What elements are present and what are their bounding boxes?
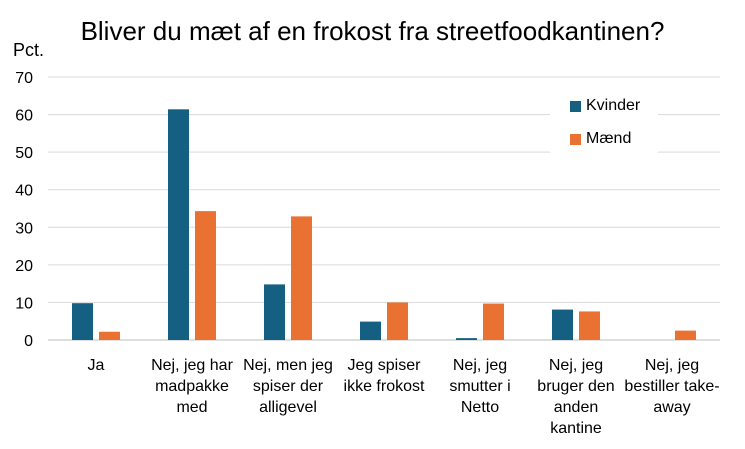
y-tick-label: 30 — [15, 220, 33, 237]
y-tick-label: 40 — [15, 183, 33, 200]
x-tick-label: Nej, men jeg spiser der alligevel — [243, 357, 333, 416]
x-tick-label: Nej, jeg har madpakke med — [151, 357, 233, 416]
x-tick-label: Jeg spiser ikke frokost — [343, 357, 425, 395]
bar-kvinder-1 — [168, 109, 189, 340]
legend-item-maend: Mænd — [570, 129, 631, 149]
bar-kvinder-2 — [264, 284, 285, 340]
legend-swatch-kvinder — [570, 100, 581, 112]
bar-kvinder-5 — [552, 309, 573, 340]
y-tick-label: 20 — [15, 258, 33, 275]
legend-label-kvinder: Kvinder — [586, 97, 641, 114]
y-tick-label: 70 — [15, 70, 33, 87]
y-tick-label: 50 — [15, 145, 33, 162]
legend-item-kvinder: Kvinder — [570, 96, 640, 116]
bar-maend-0 — [99, 331, 120, 340]
chart-title: Bliver du mæt af en frokost fra streetfo… — [80, 16, 665, 46]
bar-kvinder-3 — [360, 321, 381, 340]
legend: Kvinder Mænd — [550, 82, 658, 154]
y-tick-label: 0 — [24, 333, 33, 350]
x-tick-label: Nej, jeg smutter i Netto — [449, 357, 511, 416]
x-tick-label: Nej, jeg bestiller take-away — [624, 357, 720, 416]
x-tick-label: Nej, jeg bruger den anden kantine — [537, 357, 615, 437]
bar-maend-2 — [291, 216, 312, 340]
y-axis-label: Pct. — [13, 40, 45, 60]
bar-maend-4 — [483, 303, 504, 340]
legend-label-maend: Mænd — [586, 130, 632, 147]
y-tick-label: 60 — [15, 108, 33, 125]
bar-maend-6 — [675, 330, 696, 340]
bar-kvinder-0 — [72, 303, 93, 340]
bar-maend-3 — [387, 302, 408, 340]
x-tick-label: Ja — [87, 357, 105, 374]
y-tick-label: 10 — [15, 295, 33, 312]
legend-swatch-maend — [570, 133, 581, 145]
bar-maend-1 — [195, 211, 216, 340]
bar-kvinder-4 — [456, 338, 477, 340]
bar-maend-5 — [579, 311, 600, 340]
